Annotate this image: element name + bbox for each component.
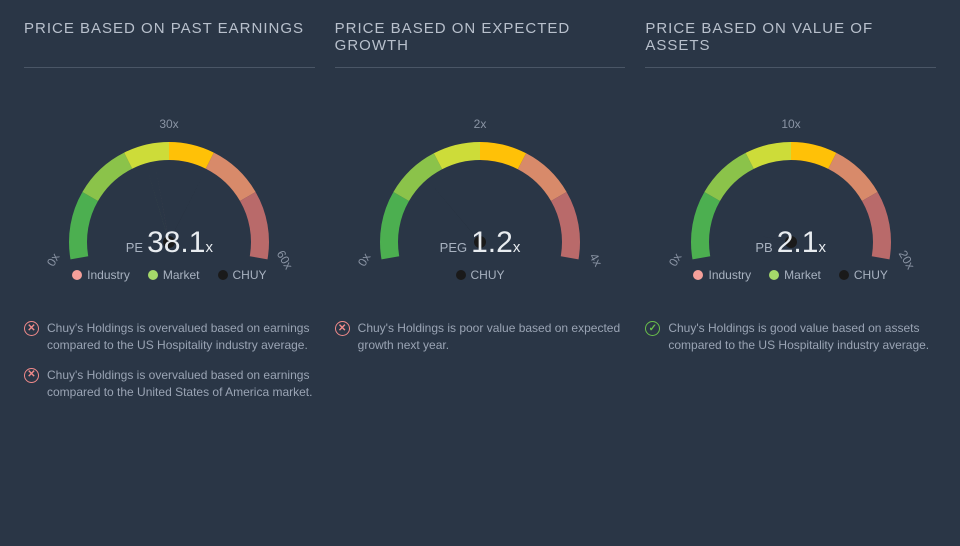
note-text: Chuy's Holdings is poor value based on e… [358,320,626,355]
metric-label: PE [126,240,143,255]
gauge-segment [791,142,836,169]
note: ✕ Chuy's Holdings is overvalued based on… [24,367,315,402]
panel-title: PRICE BASED ON PAST EARNINGS [24,20,315,68]
legend-dot [218,270,228,280]
note: ✕ Chuy's Holdings is overvalued based on… [24,320,315,355]
gauge-mid-label: 30x [160,117,179,131]
gauge-segment [828,153,877,201]
legend-item: CHUY [839,268,888,282]
gauge-segment [518,153,567,201]
note-status-icon: ✕ [24,321,39,336]
legend-label: Market [163,268,200,282]
note-status-icon: ✓ [645,321,660,336]
notes: ✓ Chuy's Holdings is good value based on… [645,320,936,355]
metric-label: PEG [440,240,467,255]
legend: CHUY [335,268,626,282]
metric-readout: PE 38.1x [24,226,315,260]
gauge: 0x30x60x PE38.1x Industry Market CHUY [24,92,315,302]
metric-suffix: x [818,239,826,256]
metric-value: 38.1 [147,226,205,259]
legend-label: Industry [708,268,751,282]
gauge-segment [704,153,753,201]
legend-item: Industry [72,268,130,282]
gauge-segment [393,153,442,201]
legend-item: CHUY [456,268,505,282]
notes: ✕ Chuy's Holdings is overvalued based on… [24,320,315,402]
legend-dot [693,270,703,280]
gauge-segment [124,142,169,169]
gauge: 0x10x20x PB2.1x Industry Market CHUY [645,92,936,302]
legend: Industry Market CHUY [645,268,936,282]
panels-row: PRICE BASED ON PAST EARNINGS 0x30x60x PE… [0,0,960,434]
legend-label: CHUY [471,268,505,282]
notes: ✕ Chuy's Holdings is poor value based on… [335,320,626,355]
gauge-segment [169,142,214,169]
metric-suffix: x [205,239,213,256]
panel-title: PRICE BASED ON EXPECTED GROWTH [335,20,626,68]
legend-label: Industry [87,268,130,282]
note: ✕ Chuy's Holdings is poor value based on… [335,320,626,355]
metric-value: 1.2 [471,226,513,259]
legend-item: Market [769,268,821,282]
panel-title: PRICE BASED ON VALUE OF ASSETS [645,20,936,68]
legend: Industry Market CHUY [24,268,315,282]
legend-item: Market [148,268,200,282]
gauge-mid-label: 2x [474,117,487,131]
legend-label: CHUY [854,268,888,282]
gauge-segment [434,142,480,169]
note-status-icon: ✕ [335,321,350,336]
gauge-segment [480,142,526,169]
legend-label: Market [784,268,821,282]
note: ✓ Chuy's Holdings is good value based on… [645,320,936,355]
gauge-segment [745,142,790,169]
note-text: Chuy's Holdings is overvalued based on e… [47,320,315,355]
legend-item: CHUY [218,268,267,282]
panel: PRICE BASED ON EXPECTED GROWTH 0x2x4x PE… [325,20,636,414]
metric-readout: PEG 1.2x [335,226,626,260]
note-text: Chuy's Holdings is overvalued based on e… [47,367,315,402]
legend-dot [456,270,466,280]
gauge-mid-label: 10x [781,117,800,131]
legend-dot [769,270,779,280]
legend-item: Industry [693,268,751,282]
gauge: 0x2x4x PEG1.2x CHUY [335,92,626,302]
note-status-icon: ✕ [24,368,39,383]
metric-readout: PB 2.1x [645,226,936,260]
note-text: Chuy's Holdings is good value based on a… [668,320,936,355]
metric-suffix: x [513,239,521,256]
metric-label: PB [755,240,772,255]
legend-dot [148,270,158,280]
legend-dot [839,270,849,280]
gauge-segment [206,153,256,201]
panel: PRICE BASED ON VALUE OF ASSETS 0x10x20x … [635,20,946,414]
legend-label: CHUY [233,268,267,282]
legend-dot [72,270,82,280]
metric-value: 2.1 [777,226,819,259]
gauge-segment [83,153,133,201]
panel: PRICE BASED ON PAST EARNINGS 0x30x60x PE… [14,20,325,414]
